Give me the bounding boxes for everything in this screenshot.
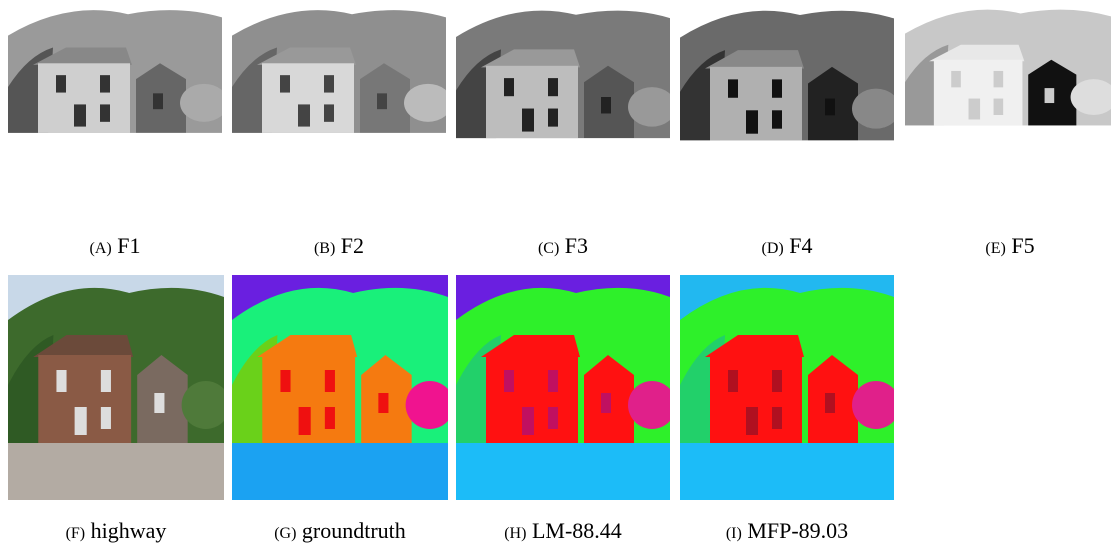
caption-part: MFP-89.03 — [747, 518, 848, 543]
page: (A) F1 (B) F2 (C) F3 (D) F4 (E) F5 (F) h… — [0, 0, 1111, 554]
caption: (D) F4 — [762, 233, 813, 258]
image-f4 — [680, 0, 900, 188]
color-images — [8, 275, 900, 500]
caption: (I) MFP-89.03 — [726, 518, 848, 543]
image-lm — [456, 275, 676, 500]
caption: (G) groundtruth — [274, 518, 406, 543]
caption: (E) F5 — [985, 233, 1034, 258]
caption-part: (B) — [314, 240, 335, 257]
image-f5 — [905, 0, 1111, 168]
image-highway — [8, 275, 230, 500]
image-groundtruth — [232, 275, 454, 500]
caption-part: (D) — [762, 240, 784, 257]
caption-part: (E) — [985, 240, 1005, 257]
caption-part: (G) — [274, 525, 296, 542]
grayscale-images — [8, 0, 1111, 188]
caption: (F) highway — [66, 518, 167, 543]
caption-part: groundtruth — [302, 518, 406, 543]
caption-part: (C) — [538, 240, 559, 257]
caption-part: F5 — [1011, 233, 1034, 258]
caption-part: (F) — [66, 525, 86, 542]
figure: (A) F1 (B) F2 (C) F3 (D) F4 (E) F5 (F) h… — [0, 0, 1111, 554]
caption-part: highway — [91, 518, 167, 543]
caption-part: LM-88.44 — [532, 518, 622, 543]
image-mfp — [680, 275, 900, 500]
caption-part: F4 — [789, 233, 812, 258]
caption-part: (A) — [90, 240, 112, 257]
caption-part: (H) — [504, 525, 526, 542]
caption: (A) F1 — [90, 233, 141, 258]
caption: (C) F3 — [538, 233, 588, 258]
image-f3 — [456, 0, 676, 185]
caption: (B) F2 — [314, 233, 364, 258]
caption: (H) LM-88.44 — [504, 518, 622, 543]
image-f2 — [232, 0, 452, 178]
image-f1 — [8, 0, 228, 178]
caption-part: F1 — [117, 233, 140, 258]
caption-part: F2 — [341, 233, 364, 258]
caption-part: (I) — [726, 525, 742, 542]
caption-part: F3 — [565, 233, 588, 258]
